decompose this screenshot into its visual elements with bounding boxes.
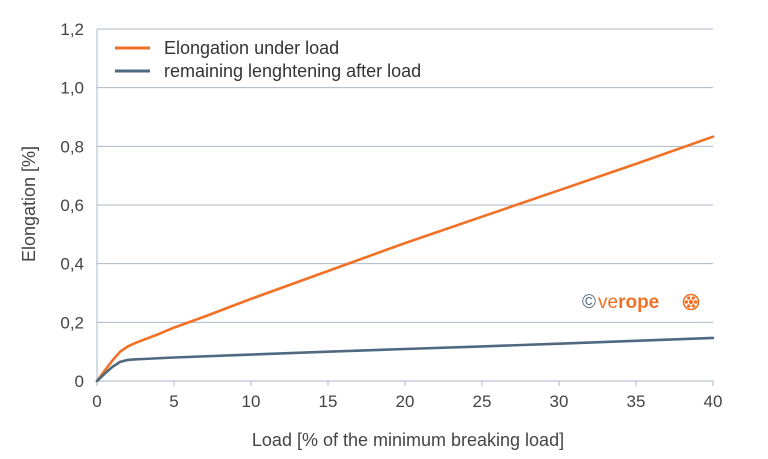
series-line-1 xyxy=(95,336,715,383)
copyright-symbol: © xyxy=(582,292,596,313)
y-axis-title: Elongation [%] xyxy=(19,146,39,262)
series-lines xyxy=(95,135,715,383)
x-axis: 0 5 10 15 20 25 30 35 40 xyxy=(92,381,722,411)
brand-name-bold: rope xyxy=(618,292,659,313)
y-tick-label: 0 xyxy=(75,372,84,391)
x-tick-label: 30 xyxy=(550,392,569,411)
verope-watermark: © verope xyxy=(582,292,700,313)
y-tick-label: 0,2 xyxy=(60,313,84,332)
legend-label-elongation-under-load: Elongation under load xyxy=(164,38,339,58)
emblem-ring xyxy=(682,293,700,311)
x-tick-label: 10 xyxy=(242,392,261,411)
legend-label-remaining-lengthening: remaining lenghtening after load xyxy=(164,61,421,81)
legend: Elongation under load remaining lenghten… xyxy=(115,38,421,81)
x-tick-label: 40 xyxy=(704,392,723,411)
verope-logo-text: © verope xyxy=(582,292,659,313)
brand-name-light: ve xyxy=(598,292,618,313)
x-tick-label: 5 xyxy=(169,392,178,411)
y-axis: 0 0,2 0,4 0,6 0,8 1,0 1,2 xyxy=(60,20,98,391)
emblem-strand xyxy=(693,300,698,304)
emblem-strand xyxy=(687,304,691,308)
x-tick-label: 25 xyxy=(473,392,492,411)
x-tick-label: 15 xyxy=(319,392,338,411)
x-tick-label: 35 xyxy=(627,392,646,411)
series-line-0 xyxy=(95,135,715,383)
rope-emblem-icon xyxy=(682,293,700,311)
emblem-strand xyxy=(691,304,695,308)
y-tick-label: 0,8 xyxy=(60,137,84,156)
emblem-core xyxy=(688,299,694,305)
y-tick-label: 0,6 xyxy=(60,196,84,215)
emblem-strand xyxy=(684,300,689,304)
x-tick-label: 20 xyxy=(396,392,415,411)
x-axis-title: Load [% of the minimum breaking load] xyxy=(252,430,564,450)
x-tick-label: 0 xyxy=(92,392,101,411)
grid-lines xyxy=(97,28,713,382)
y-tick-label: 1,2 xyxy=(60,20,84,39)
y-tick-label: 1,0 xyxy=(60,79,84,98)
emblem-strand xyxy=(687,296,691,300)
emblem-strand xyxy=(691,296,695,300)
y-tick-label: 0,4 xyxy=(60,255,84,274)
